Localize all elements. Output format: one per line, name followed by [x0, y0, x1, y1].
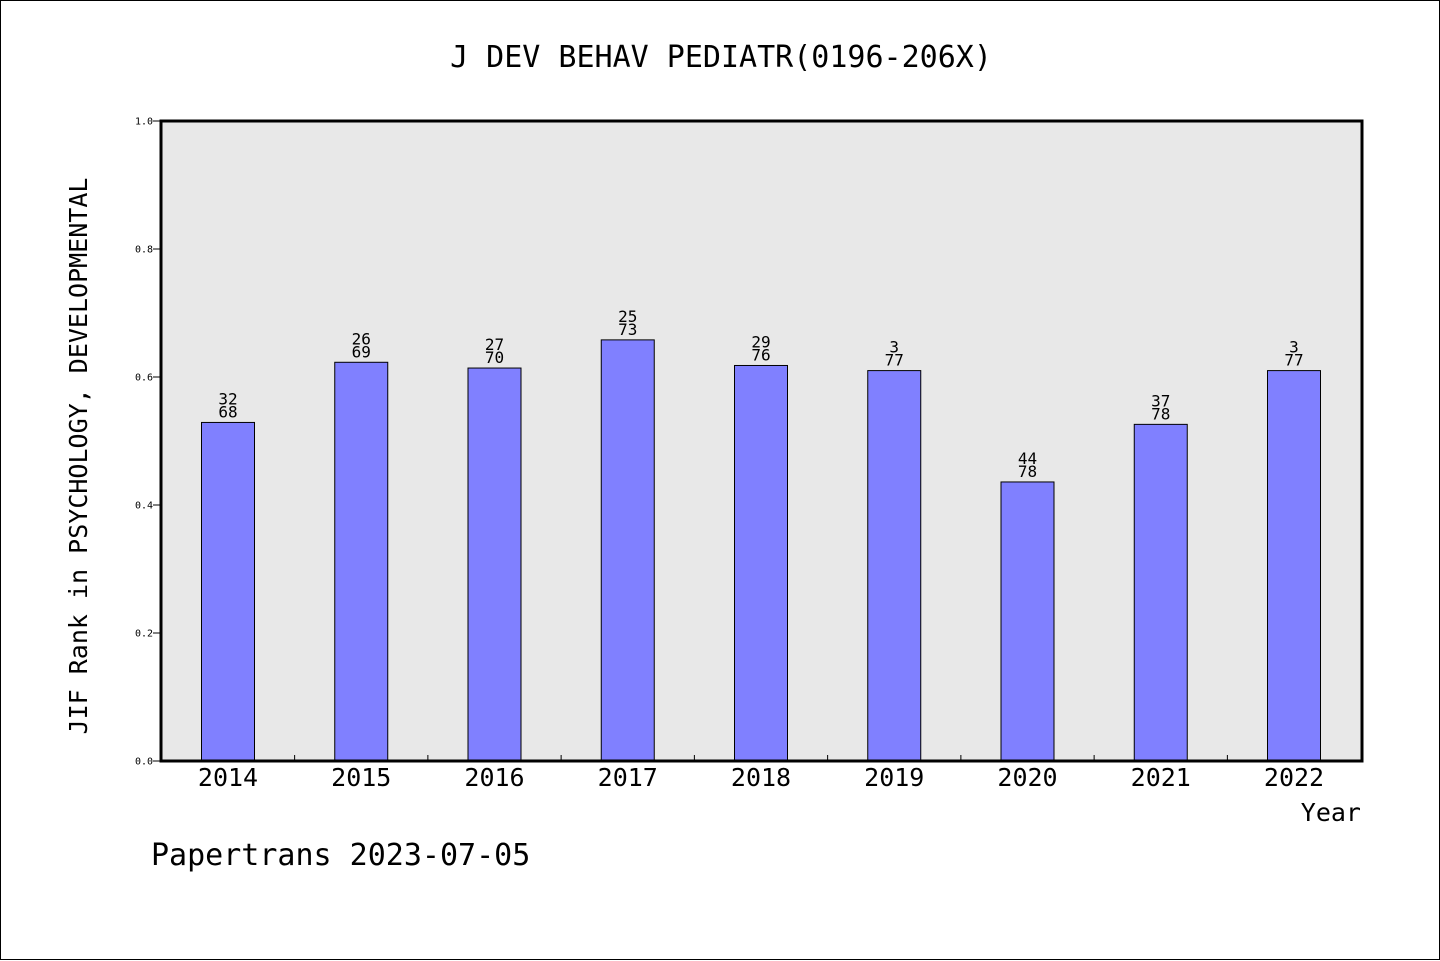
bar-total-label: 73	[618, 320, 637, 339]
x-tick-label: 2014	[198, 763, 258, 792]
y-axis-label: JIF Rank in PSYCHOLOGY, DEVELOPMENTAL	[64, 178, 93, 735]
bar-total-label: 70	[485, 348, 504, 367]
y-tick-label: 0.6	[135, 373, 153, 384]
y-axis-ticks: 0.0 0.2 0.4 0.6 0.8 1.0	[135, 117, 161, 768]
bar-total-label: 77	[1284, 351, 1303, 370]
bar-rank-label: 37	[1151, 391, 1170, 410]
x-tick-label: 2018	[731, 763, 791, 792]
bar-2019	[867, 370, 922, 762]
y-tick-label: 0.8	[135, 245, 153, 256]
bar-2020	[1000, 481, 1055, 762]
x-tick-label: 2016	[464, 763, 524, 792]
bar-2021	[1133, 423, 1188, 762]
y-tick-label: 0.2	[135, 629, 153, 640]
x-tick-label: 2020	[997, 763, 1057, 792]
bar-total-label: 68	[218, 402, 237, 421]
bar-total-label: 69	[352, 342, 371, 361]
bar-2017	[600, 339, 655, 762]
chart-title: J DEV BEHAV PEDIATR(0196-206X)	[450, 40, 992, 75]
bar-total-label: 77	[885, 351, 904, 370]
bar-rank-label: 3	[1289, 338, 1299, 357]
bar-rank-label: 26	[352, 329, 371, 348]
y-tick-label: 0.0	[135, 757, 153, 768]
x-tick-label: 2017	[598, 763, 658, 792]
bar-rank-label: 3	[889, 338, 899, 357]
x-tick-label: 2019	[864, 763, 924, 792]
x-axis-ticks: 2014 2015 2016 2017 2018 2019 2020 2021 2022	[198, 755, 1324, 792]
plot-border	[159, 119, 1364, 763]
bar-2018	[734, 364, 788, 762]
bar-2014	[201, 421, 255, 762]
watermark: Papertrans 2023-07-05	[151, 838, 530, 873]
y-tick-label: 0.4	[135, 501, 153, 512]
bar-rank-label: 25	[618, 307, 637, 326]
x-tick-label: 2015	[331, 763, 391, 792]
bar-total-label: 78	[1018, 462, 1037, 481]
y-tick-label: 1.0	[135, 117, 153, 128]
bar-2015	[334, 361, 389, 762]
x-tick-label: 2021	[1131, 763, 1191, 792]
bar-2016	[467, 367, 522, 762]
bar-rank-label: 44	[1018, 449, 1037, 468]
bar-rank-label: 27	[485, 335, 504, 354]
x-tick-label: 2022	[1264, 763, 1324, 792]
x-axis-label: Year	[1301, 798, 1361, 827]
bar-2022	[1267, 370, 1321, 762]
bar-total-label: 76	[751, 345, 770, 364]
bar-rank-label: 32	[218, 389, 237, 408]
bar-rank-label: 29	[751, 332, 770, 351]
bar-total-label: 78	[1151, 404, 1170, 423]
